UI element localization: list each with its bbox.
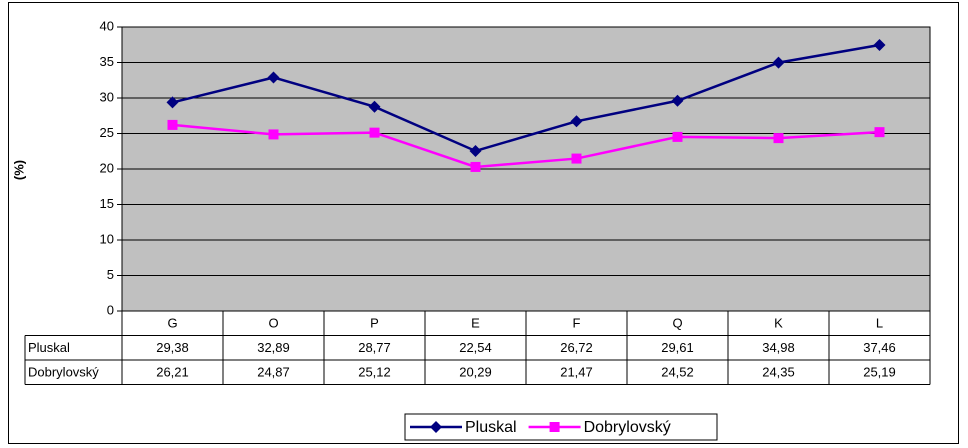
series-line: [172, 43, 880, 153]
legend-marker: [430, 421, 442, 433]
table-cell: 37,46: [863, 340, 896, 355]
x-tick-label: O: [268, 316, 278, 331]
y-tick-label: 0: [107, 302, 114, 317]
marker: [571, 153, 582, 164]
legend-label: Dobrylovský: [584, 419, 671, 436]
table-cell: 29,38: [156, 340, 189, 355]
series-line: [172, 123, 880, 169]
marker: [470, 161, 481, 172]
marker: [873, 39, 886, 52]
marker: [773, 133, 784, 144]
marker: [268, 129, 279, 140]
x-tick-label: Q: [672, 316, 682, 331]
x-tick-label: P: [370, 316, 379, 331]
marker: [671, 94, 684, 107]
marker: [166, 96, 179, 109]
table-cell: 28,77: [358, 340, 391, 355]
x-tick-label: L: [876, 316, 883, 331]
marker: [772, 56, 785, 69]
table-cell: 34,98: [762, 340, 795, 355]
table-row-label: Pluskal: [28, 340, 70, 355]
y-tick-label: 35: [100, 54, 114, 69]
y-tick-label: 25: [100, 125, 114, 140]
y-tick-label: 15: [100, 196, 114, 211]
marker: [369, 127, 380, 138]
y-tick-label: 10: [100, 231, 114, 246]
table-cell: 25,19: [863, 365, 896, 380]
y-tick-label: 5: [107, 267, 114, 282]
table-cell: 24,35: [762, 365, 795, 380]
table-cell: 32,89: [257, 340, 290, 355]
table-cell: 22,54: [459, 340, 492, 355]
x-tick-label: E: [471, 316, 480, 331]
marker: [267, 71, 280, 84]
marker: [469, 144, 482, 157]
y-tick-label: 40: [100, 18, 114, 33]
x-tick-label: K: [774, 316, 783, 331]
table-cell: 24,52: [661, 365, 694, 380]
y-tick-label: 20: [100, 160, 114, 175]
table-cell: 24,87: [257, 365, 290, 380]
table-cell: 26,72: [560, 340, 593, 355]
marker: [570, 115, 583, 128]
legend-label: Pluskal: [465, 419, 517, 436]
table-cell: 26,21: [156, 365, 189, 380]
legend-marker: [549, 422, 560, 432]
table-cell: 20,29: [459, 365, 492, 380]
table-cell: 25,12: [358, 365, 391, 380]
y-tick-label: 30: [100, 89, 114, 104]
table-cell: 21,47: [560, 365, 593, 380]
table-cell: 29,61: [661, 340, 694, 355]
marker: [672, 131, 683, 142]
marker: [874, 127, 885, 138]
table-row-label: Dobrylovský: [28, 365, 99, 380]
marker: [368, 100, 381, 113]
x-tick-label: G: [167, 316, 177, 331]
y-axis-label: (%): [11, 160, 26, 180]
x-tick-label: F: [573, 316, 581, 331]
marker: [167, 119, 178, 130]
